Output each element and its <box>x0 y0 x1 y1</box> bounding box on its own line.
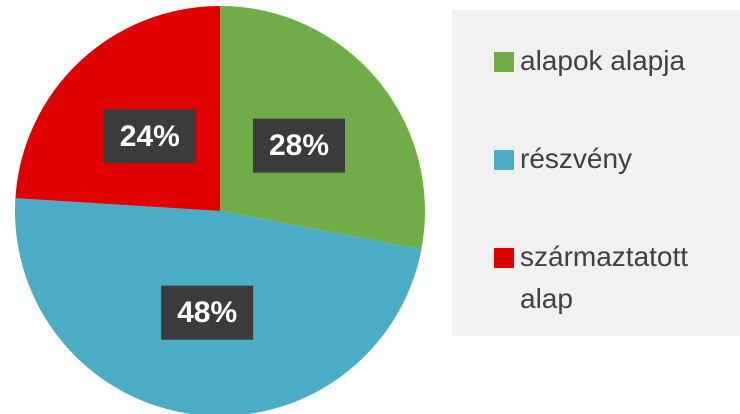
data-label: 48% <box>177 296 237 329</box>
pie-slice <box>15 6 220 211</box>
legend: alapok alapja részvény származtatott alap <box>452 10 740 336</box>
data-label: 24% <box>120 120 180 153</box>
legend-item: származtatott alap <box>494 236 700 320</box>
legend-item: alapok alapja <box>494 40 700 82</box>
legend-label: részvény <box>520 143 633 174</box>
legend-swatch <box>494 248 514 268</box>
data-label: 28% <box>269 129 329 162</box>
data-label-box <box>161 285 254 340</box>
legend-swatch <box>494 150 514 170</box>
legend-item: részvény <box>494 138 700 180</box>
data-label-box <box>252 118 345 173</box>
legend-label: alapok alapja <box>520 45 686 76</box>
data-label-box <box>103 109 196 164</box>
legend-swatch <box>494 52 514 72</box>
legend-label: származtatott alap <box>520 241 689 314</box>
